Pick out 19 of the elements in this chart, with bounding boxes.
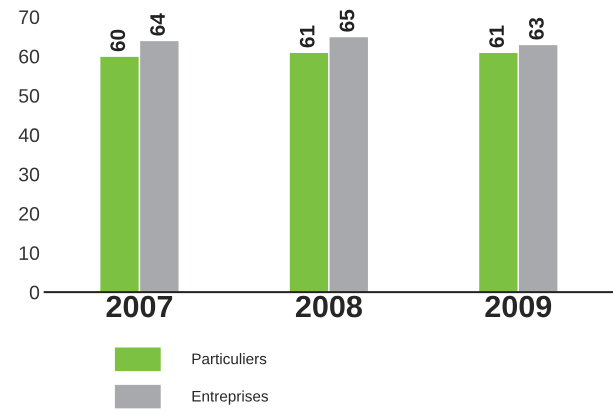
data-label: 65 xyxy=(340,10,354,32)
y-tick-label: 0 xyxy=(30,286,40,300)
data-label: 61 xyxy=(489,26,504,48)
y-tick-label: 50 xyxy=(19,88,40,103)
legend-label: Entreprises xyxy=(192,390,268,405)
y-tick-label: 20 xyxy=(19,206,40,221)
y-tick-label: 70 xyxy=(19,10,40,24)
x-tick-label: 2009 xyxy=(485,296,552,318)
data-label: 61 xyxy=(300,26,315,48)
y-tick-label: 40 xyxy=(18,128,40,142)
data-label: 60 xyxy=(110,30,126,52)
x-tick-label: 2008 xyxy=(296,296,362,318)
y-tick-label: 30 xyxy=(19,168,40,182)
legend-label: Particuliers xyxy=(192,353,266,364)
x-tick-label: 2007 xyxy=(106,296,172,318)
data-label: 63 xyxy=(529,18,544,40)
y-tick-label: 10 xyxy=(20,246,40,260)
y-tick-label: 60 xyxy=(19,50,40,64)
data-label: 64 xyxy=(150,13,165,36)
